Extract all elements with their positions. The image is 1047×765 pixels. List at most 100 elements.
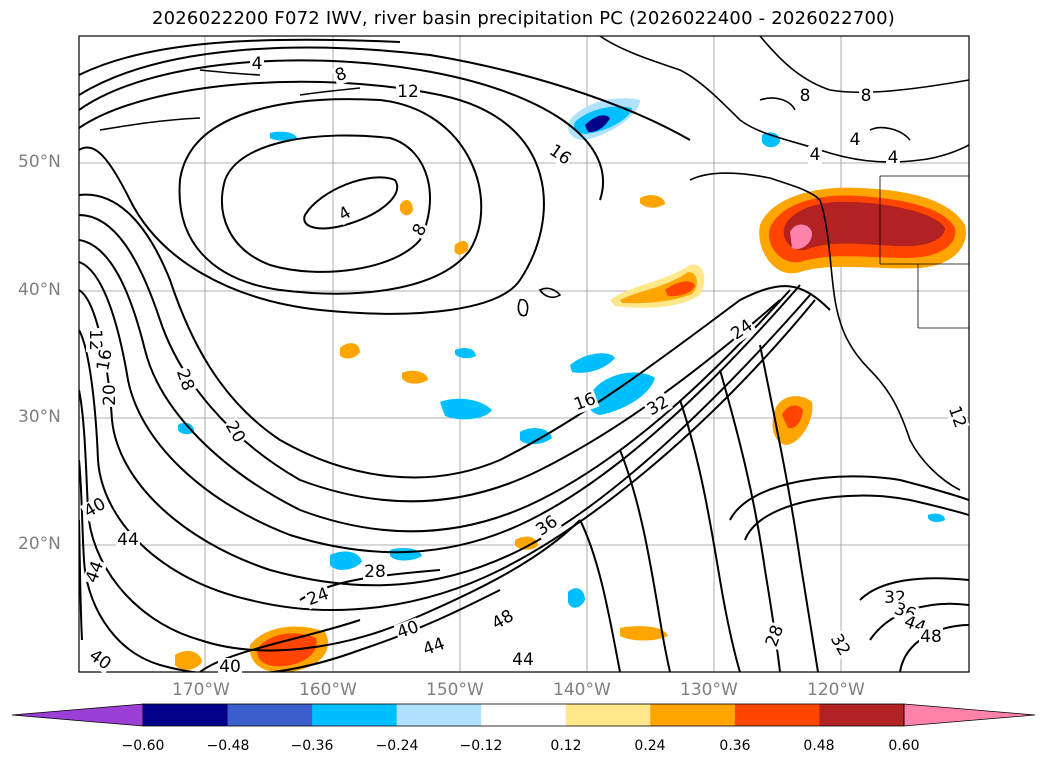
contour-label-background <box>419 634 449 660</box>
plot-frame <box>78 35 970 673</box>
contour-label: 8 <box>800 86 811 106</box>
contour-label-background <box>116 531 140 549</box>
map-title: 2026022200 F072 IWV, river basin precipi… <box>151 8 896 29</box>
colorbar-segment <box>227 704 313 726</box>
contour-label-background <box>101 383 119 407</box>
precip-positive-region <box>402 370 428 384</box>
contour-label-background <box>762 621 788 651</box>
colorbar-extend-high <box>903 703 1036 727</box>
contour-label-background <box>86 328 104 352</box>
precip-positive-region <box>782 405 803 429</box>
colorbar-segment <box>565 704 651 726</box>
precip-positive-region <box>400 199 413 216</box>
colorbar-segment <box>312 704 398 726</box>
colorbar-tick-label: 0.48 <box>803 738 835 754</box>
colorbar-tick-label: −0.36 <box>290 738 334 754</box>
contour-label-background <box>826 630 854 660</box>
contour-label-background <box>80 494 110 522</box>
contour-label-background <box>808 146 822 164</box>
contour-label-background <box>643 392 673 420</box>
contour-label-background <box>172 365 198 395</box>
precip-negative-region <box>568 588 585 608</box>
lat-label-40n: 40°N <box>18 280 61 300</box>
contour-label-background <box>393 617 423 643</box>
colorbar-frame <box>142 703 905 727</box>
contour-label-background <box>532 511 562 541</box>
lat-label-20n: 20°N <box>18 534 61 554</box>
colorbar-tick-label: −0.12 <box>459 738 503 754</box>
contour-label-background <box>331 64 351 86</box>
precip-positive-region <box>454 240 469 255</box>
contour-label-background <box>221 417 249 447</box>
contour-label-background <box>218 658 242 676</box>
contour-label-background <box>396 83 420 101</box>
contour-label-background <box>727 315 757 345</box>
contour-label-background <box>545 140 575 170</box>
contour-label: 8 <box>861 86 872 106</box>
contour-label-background <box>488 606 518 634</box>
lon-label-130w: 130°W <box>680 680 738 700</box>
contour-label: 4 <box>252 54 263 74</box>
precip-positive-region <box>620 626 668 641</box>
contour-label-background <box>82 557 108 587</box>
contour-label: 12 <box>397 82 419 102</box>
precip-negative-region <box>330 551 362 570</box>
contour-label: 44 <box>512 650 534 670</box>
plot-area <box>79 36 969 672</box>
precip-negative-region <box>455 348 476 359</box>
precip-positive-region <box>175 650 202 670</box>
contour-label-background <box>919 628 943 646</box>
contour-label-background <box>944 402 970 432</box>
colorbar-segment <box>819 704 905 726</box>
contour-label: 28 <box>364 562 386 582</box>
contour-label-background <box>886 149 900 167</box>
lon-label-120w: 120°W <box>807 680 865 700</box>
colorbar-tick-label: 0.60 <box>888 738 920 754</box>
colorbar-tick-label: 0.12 <box>550 738 582 754</box>
colorbar-segment <box>734 704 820 726</box>
precip-negative-region <box>928 513 945 523</box>
contour-label-background <box>848 131 862 149</box>
colorbar-segment <box>481 704 567 726</box>
colorbar-segment <box>143 704 229 726</box>
colorbar-segment <box>396 704 482 726</box>
precip-negative-region <box>178 422 195 435</box>
contour-label-background <box>303 584 333 610</box>
contour-label-background <box>859 87 873 105</box>
contour-label-background <box>570 389 600 415</box>
colorbar-extend-low <box>11 703 144 727</box>
lon-label-170w: 170°W <box>172 680 230 700</box>
contour-label-background <box>511 651 535 669</box>
contour-label-background <box>798 87 812 105</box>
precip-positive-region <box>640 195 665 208</box>
precip-negative-region <box>270 131 297 141</box>
precip-negative-region <box>520 428 552 445</box>
contour-label: 48 <box>920 627 942 647</box>
lon-label-150w: 150°W <box>426 680 484 700</box>
contour-label: 44 <box>117 530 139 550</box>
lat-label-30n: 30°N <box>18 407 61 427</box>
precip-negative-region <box>585 115 610 133</box>
precip-positive-region <box>665 281 695 297</box>
contour-label-background <box>85 645 115 675</box>
precip-negative-region <box>588 372 655 415</box>
colorbar <box>11 703 1036 727</box>
precip-shading <box>175 98 966 672</box>
precip-positive-region <box>515 536 538 550</box>
contour-label: 16 <box>93 348 116 373</box>
precip-negative-region <box>570 353 615 373</box>
state-borders <box>879 175 969 329</box>
iwv-contours <box>79 38 969 672</box>
contour-label: 40 <box>219 657 241 677</box>
lon-label-160w: 160°W <box>299 680 357 700</box>
contour-label-background <box>334 202 356 226</box>
contour-label-background <box>250 55 264 73</box>
contour-label-background <box>408 219 432 241</box>
contour-label: 12 <box>85 329 105 351</box>
lat-label-50n: 50°N <box>18 152 61 172</box>
coastlines <box>99 36 969 491</box>
contour-label: 4 <box>850 130 861 150</box>
colorbar-tick-label: −0.24 <box>375 738 419 754</box>
colorbar-tick-label: −0.60 <box>121 738 165 754</box>
colorbar-tick-label: 0.36 <box>719 738 751 754</box>
